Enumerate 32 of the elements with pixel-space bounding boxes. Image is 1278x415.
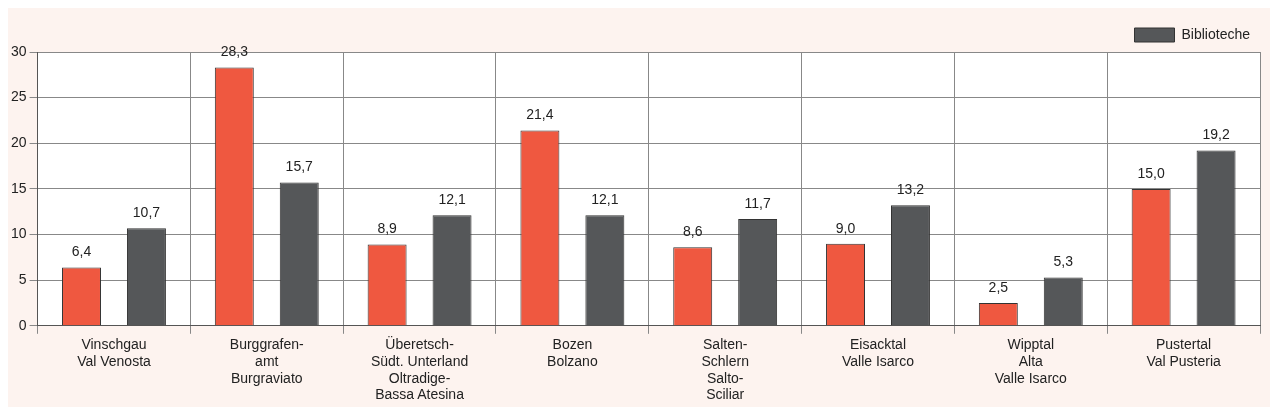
- x-tick-label: Pustertal Val Pusteria: [1146, 336, 1222, 369]
- y-tick-label: 0: [18, 316, 27, 333]
- data-label: 15,7: [285, 158, 314, 175]
- data-label: 15,0: [1137, 164, 1165, 181]
- y-tick-label: 30: [10, 42, 27, 59]
- y-tick-label: 10: [10, 225, 27, 242]
- data-label: 28,3: [220, 43, 249, 60]
- data-label: 10,7: [132, 204, 161, 220]
- y-tick-label: 20: [10, 134, 27, 151]
- data-label: 9,0: [835, 219, 856, 236]
- data-label: 6,4: [71, 243, 92, 260]
- x-tick-label: Burggrafen- amt Burgraviato: [229, 336, 305, 386]
- data-label: 8,6: [682, 223, 703, 240]
- legend-label: Biblioteche: [1181, 25, 1251, 42]
- data-label: 2,5: [988, 278, 1009, 295]
- data-label: 12,1: [591, 191, 619, 208]
- y-tick-label: 15: [10, 179, 27, 196]
- data-label: 12,1: [438, 191, 466, 208]
- x-tick-label: Salten- Schlern Salto- Sciliar: [701, 336, 749, 403]
- x-tick-label: Eisacktal Valle Isarco: [841, 336, 915, 369]
- data-label: 13,2: [896, 181, 925, 198]
- data-label: 8,9: [377, 220, 398, 237]
- x-tick-label: Bozen Bolzano: [547, 336, 598, 369]
- data-label: 5,3: [1053, 253, 1074, 270]
- data-label: 21,4: [526, 106, 554, 123]
- x-tick-label: Vinschgau Val Venosta: [77, 336, 152, 369]
- data-label: 19,2: [1202, 126, 1230, 143]
- y-tick-label: 25: [10, 88, 27, 105]
- data-label: 11,7: [744, 194, 771, 211]
- x-tick-label: Wipptal Alta Valle Isarco: [994, 336, 1068, 386]
- x-tick-label: Überetsch- Südt. Unterland Oltradige- Bassa Atesina: [370, 335, 469, 403]
- y-tick-label: 5: [18, 271, 27, 288]
